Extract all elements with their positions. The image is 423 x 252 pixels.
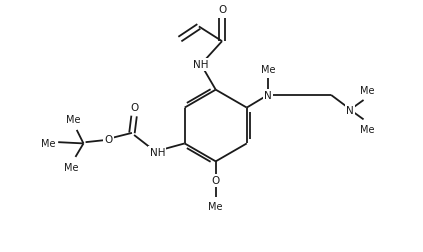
- Text: O: O: [218, 5, 226, 15]
- Text: O: O: [212, 176, 220, 185]
- Text: Me: Me: [360, 86, 374, 96]
- Text: O: O: [130, 102, 138, 112]
- Text: Me: Me: [360, 125, 374, 135]
- Text: N: N: [264, 90, 272, 101]
- Text: Me: Me: [63, 163, 78, 173]
- Text: N: N: [346, 105, 354, 115]
- Text: O: O: [104, 135, 113, 145]
- Text: Me: Me: [41, 139, 56, 149]
- Text: Me: Me: [66, 115, 80, 125]
- Text: Me: Me: [209, 202, 223, 212]
- Text: NH: NH: [149, 147, 165, 157]
- Text: Me: Me: [261, 65, 275, 75]
- Text: NH: NH: [193, 60, 209, 70]
